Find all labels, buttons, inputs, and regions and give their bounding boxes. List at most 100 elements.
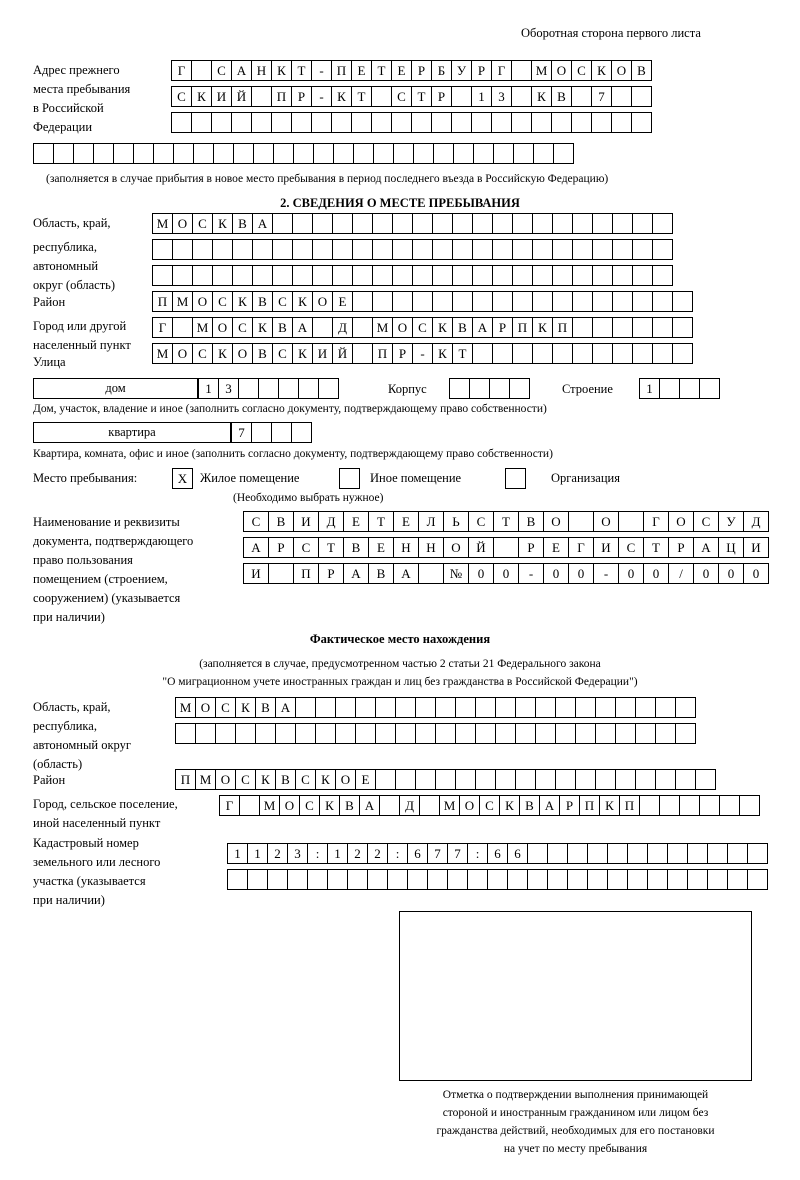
form-cell[interactable] — [659, 378, 680, 399]
form-cell[interactable] — [493, 537, 519, 558]
form-cell[interactable]: К — [499, 795, 520, 816]
form-cell[interactable]: Г — [219, 795, 240, 816]
form-cell[interactable]: О — [392, 317, 413, 338]
form-cell[interactable] — [575, 697, 596, 718]
form-cell[interactable]: В — [518, 511, 544, 532]
form-cell[interactable]: Р — [392, 343, 413, 364]
form-cell[interactable] — [632, 291, 653, 312]
form-cell[interactable] — [231, 112, 252, 133]
form-cell[interactable]: 1 — [247, 843, 268, 864]
form-cell[interactable] — [352, 291, 373, 312]
form-cell[interactable] — [495, 769, 516, 790]
form-cell[interactable] — [312, 213, 333, 234]
form-cell[interactable]: Р — [492, 317, 513, 338]
form-cell[interactable] — [587, 843, 608, 864]
form-cell[interactable]: Н — [393, 537, 419, 558]
form-cell[interactable]: Е — [368, 537, 394, 558]
form-cell[interactable] — [632, 239, 653, 260]
form-cell[interactable] — [212, 239, 233, 260]
form-cell[interactable] — [612, 291, 633, 312]
form-cell[interactable] — [191, 112, 212, 133]
form-cell[interactable] — [511, 86, 532, 107]
form-cell[interactable] — [295, 723, 316, 744]
form-cell[interactable] — [699, 795, 720, 816]
form-cell[interactable]: В — [519, 795, 540, 816]
form-cell[interactable] — [413, 143, 434, 164]
form-cell[interactable] — [707, 843, 728, 864]
form-cell[interactable] — [252, 265, 273, 286]
form-cell[interactable] — [595, 769, 616, 790]
form-cell[interactable]: П — [152, 291, 173, 312]
form-cell[interactable]: О — [172, 343, 193, 364]
form-cell[interactable] — [572, 343, 593, 364]
form-cell[interactable]: С — [293, 537, 319, 558]
form-cell[interactable]: С — [295, 769, 316, 790]
form-cell[interactable] — [275, 723, 296, 744]
form-cell[interactable]: Д — [399, 795, 420, 816]
form-cell[interactable] — [747, 843, 768, 864]
form-cell[interactable] — [433, 143, 454, 164]
form-cell[interactable] — [495, 723, 516, 744]
form-cell[interactable] — [595, 723, 616, 744]
form-cell[interactable]: Т — [351, 86, 372, 107]
form-cell[interactable]: П — [175, 769, 196, 790]
form-cell[interactable] — [335, 697, 356, 718]
form-cell[interactable]: А — [343, 563, 369, 584]
form-cell[interactable] — [327, 869, 348, 890]
form-cell[interactable]: С — [299, 795, 320, 816]
form-cell[interactable] — [152, 265, 173, 286]
form-cell[interactable]: Й — [468, 537, 494, 558]
form-cell[interactable] — [312, 317, 333, 338]
form-cell[interactable] — [331, 112, 352, 133]
form-cell[interactable]: Т — [368, 511, 394, 532]
form-cell[interactable]: С — [391, 86, 412, 107]
confirmation-stamp-area[interactable] — [399, 911, 752, 1081]
form-cell[interactable]: А — [252, 213, 273, 234]
form-cell[interactable]: № — [443, 563, 469, 584]
form-cell[interactable] — [612, 317, 633, 338]
form-cell[interactable] — [251, 86, 272, 107]
form-cell[interactable] — [172, 317, 193, 338]
form-cell[interactable] — [449, 378, 470, 399]
form-cell[interactable] — [695, 769, 716, 790]
form-cell[interactable]: В — [272, 317, 293, 338]
form-cell[interactable]: К — [235, 697, 256, 718]
form-cell[interactable] — [191, 60, 212, 81]
stay-place-other-checkbox[interactable] — [339, 468, 360, 489]
form-cell[interactable]: О — [172, 213, 193, 234]
form-cell[interactable] — [407, 869, 428, 890]
form-cell[interactable] — [172, 239, 193, 260]
form-cell[interactable]: / — [668, 563, 694, 584]
form-cell[interactable]: И — [593, 537, 619, 558]
form-cell[interactable] — [193, 143, 214, 164]
form-cell[interactable]: - — [518, 563, 544, 584]
form-cell[interactable] — [552, 343, 573, 364]
form-cell[interactable] — [495, 697, 516, 718]
form-cell[interactable]: Е — [355, 769, 376, 790]
form-cell[interactable] — [393, 143, 414, 164]
prev-address-row-3[interactable] — [171, 112, 652, 133]
form-cell[interactable] — [411, 112, 432, 133]
form-cell[interactable]: К — [331, 86, 352, 107]
form-cell[interactable] — [512, 213, 533, 234]
form-cell[interactable] — [211, 112, 232, 133]
form-cell[interactable]: В — [252, 343, 273, 364]
flat-cells[interactable]: 7 — [231, 422, 312, 443]
form-cell[interactable] — [687, 869, 708, 890]
form-cell[interactable] — [271, 422, 292, 443]
form-cell[interactable] — [352, 239, 373, 260]
form-cell[interactable]: С — [479, 795, 500, 816]
form-cell[interactable] — [612, 265, 633, 286]
form-cell[interactable] — [592, 343, 613, 364]
form-cell[interactable] — [295, 697, 316, 718]
form-cell[interactable]: Е — [543, 537, 569, 558]
form-cell[interactable]: Р — [318, 563, 344, 584]
form-cell[interactable]: С — [212, 291, 233, 312]
form-cell[interactable] — [352, 343, 373, 364]
form-cell[interactable]: Т — [318, 537, 344, 558]
form-cell[interactable]: Р — [431, 86, 452, 107]
form-cell[interactable] — [238, 378, 259, 399]
form-cell[interactable]: Т — [291, 60, 312, 81]
